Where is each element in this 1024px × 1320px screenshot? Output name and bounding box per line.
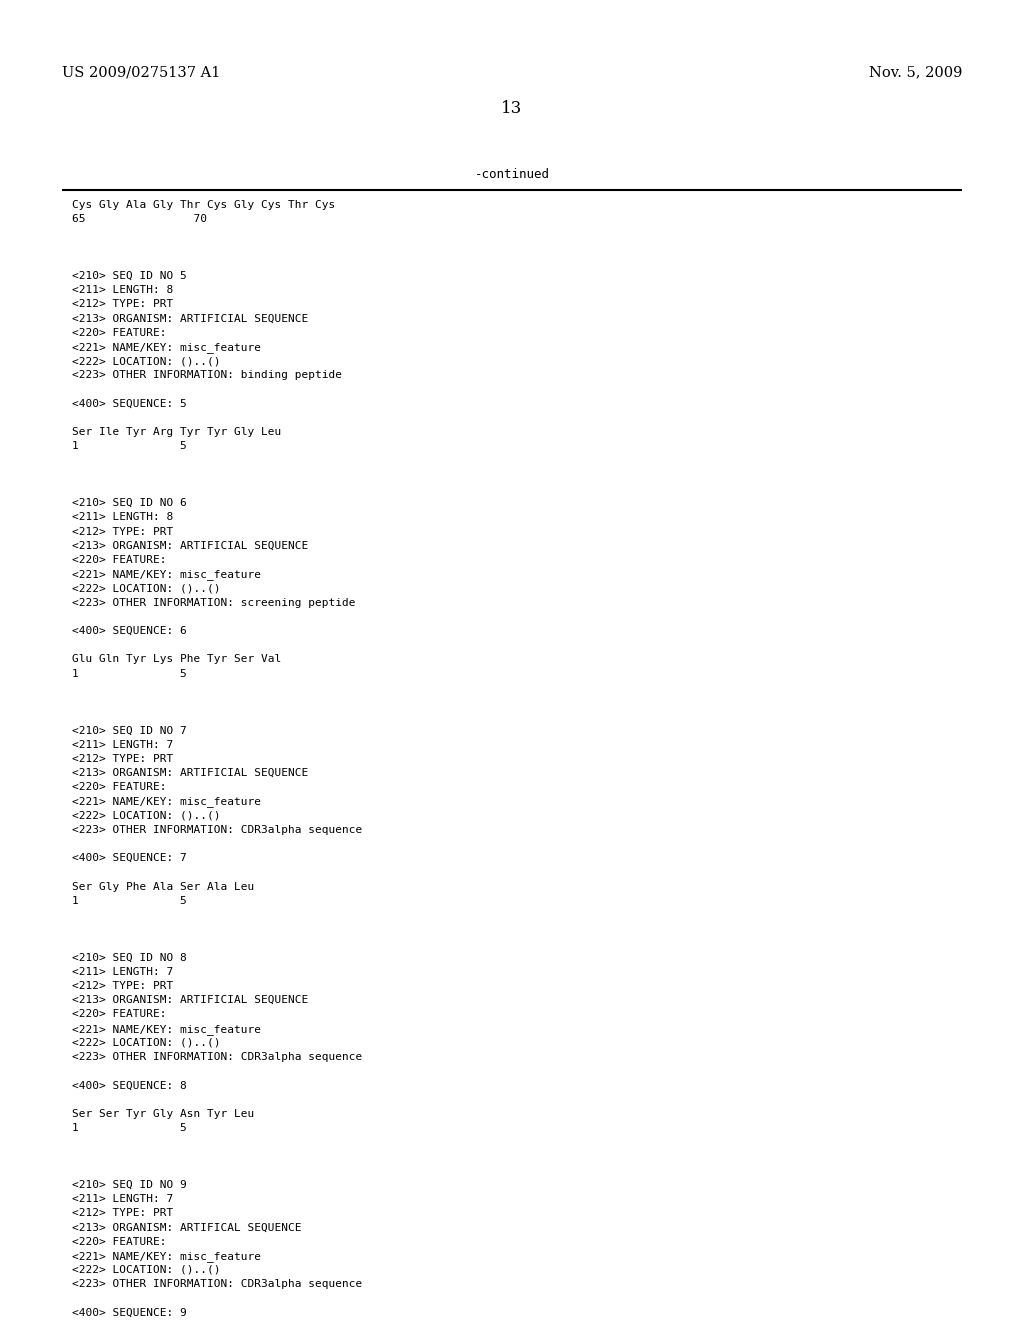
Text: Cys Gly Ala Gly Thr Cys Gly Cys Thr Cys: Cys Gly Ala Gly Thr Cys Gly Cys Thr Cys (72, 201, 335, 210)
Text: <400> SEQUENCE: 9: <400> SEQUENCE: 9 (72, 1308, 186, 1317)
Text: <212> TYPE: PRT: <212> TYPE: PRT (72, 754, 173, 764)
Text: <223> OTHER INFORMATION: screening peptide: <223> OTHER INFORMATION: screening pepti… (72, 598, 355, 607)
Text: 1               5: 1 5 (72, 1123, 186, 1133)
Text: <211> LENGTH: 7: <211> LENGTH: 7 (72, 1195, 173, 1204)
Text: <213> ORGANISM: ARTIFICAL SEQUENCE: <213> ORGANISM: ARTIFICAL SEQUENCE (72, 1222, 301, 1233)
Text: <210> SEQ ID NO 6: <210> SEQ ID NO 6 (72, 498, 186, 508)
Text: <400> SEQUENCE: 6: <400> SEQUENCE: 6 (72, 626, 186, 636)
Text: Glu Gln Tyr Lys Phe Tyr Ser Val: Glu Gln Tyr Lys Phe Tyr Ser Val (72, 655, 282, 664)
Text: <210> SEQ ID NO 7: <210> SEQ ID NO 7 (72, 726, 186, 735)
Text: <212> TYPE: PRT: <212> TYPE: PRT (72, 1208, 173, 1218)
Text: <220> FEATURE:: <220> FEATURE: (72, 783, 167, 792)
Text: 65                70: 65 70 (72, 214, 207, 224)
Text: <212> TYPE: PRT: <212> TYPE: PRT (72, 981, 173, 991)
Text: <221> NAME/KEY: misc_feature: <221> NAME/KEY: misc_feature (72, 1251, 261, 1262)
Text: US 2009/0275137 A1: US 2009/0275137 A1 (62, 65, 220, 79)
Text: 1               5: 1 5 (72, 669, 186, 678)
Text: 13: 13 (502, 100, 522, 117)
Text: <222> LOCATION: ()..(): <222> LOCATION: ()..() (72, 356, 220, 366)
Text: <211> LENGTH: 7: <211> LENGTH: 7 (72, 739, 173, 750)
Text: <213> ORGANISM: ARTIFICIAL SEQUENCE: <213> ORGANISM: ARTIFICIAL SEQUENCE (72, 768, 308, 777)
Text: <400> SEQUENCE: 5: <400> SEQUENCE: 5 (72, 399, 186, 409)
Text: <221> NAME/KEY: misc_feature: <221> NAME/KEY: misc_feature (72, 1023, 261, 1035)
Text: <223> OTHER INFORMATION: CDR3alpha sequence: <223> OTHER INFORMATION: CDR3alpha seque… (72, 1052, 362, 1063)
Text: <220> FEATURE:: <220> FEATURE: (72, 554, 167, 565)
Text: <211> LENGTH: 8: <211> LENGTH: 8 (72, 512, 173, 523)
Text: <223> OTHER INFORMATION: CDR3alpha sequence: <223> OTHER INFORMATION: CDR3alpha seque… (72, 825, 362, 834)
Text: <213> ORGANISM: ARTIFICIAL SEQUENCE: <213> ORGANISM: ARTIFICIAL SEQUENCE (72, 314, 308, 323)
Text: <213> ORGANISM: ARTIFICIAL SEQUENCE: <213> ORGANISM: ARTIFICIAL SEQUENCE (72, 995, 308, 1006)
Text: <222> LOCATION: ()..(): <222> LOCATION: ()..() (72, 1038, 220, 1048)
Text: <220> FEATURE:: <220> FEATURE: (72, 1010, 167, 1019)
Text: <221> NAME/KEY: misc_feature: <221> NAME/KEY: misc_feature (72, 569, 261, 579)
Text: -continued: -continued (474, 168, 550, 181)
Text: <223> OTHER INFORMATION: CDR3alpha sequence: <223> OTHER INFORMATION: CDR3alpha seque… (72, 1279, 362, 1290)
Text: <210> SEQ ID NO 9: <210> SEQ ID NO 9 (72, 1180, 186, 1189)
Text: <211> LENGTH: 8: <211> LENGTH: 8 (72, 285, 173, 296)
Text: <400> SEQUENCE: 8: <400> SEQUENCE: 8 (72, 1080, 186, 1090)
Text: Ser Ile Tyr Arg Tyr Tyr Gly Leu: Ser Ile Tyr Arg Tyr Tyr Gly Leu (72, 428, 282, 437)
Text: <213> ORGANISM: ARTIFICIAL SEQUENCE: <213> ORGANISM: ARTIFICIAL SEQUENCE (72, 541, 308, 550)
Text: <210> SEQ ID NO 5: <210> SEQ ID NO 5 (72, 271, 186, 281)
Text: <221> NAME/KEY: misc_feature: <221> NAME/KEY: misc_feature (72, 342, 261, 352)
Text: Ser Ser Tyr Gly Asn Tyr Leu: Ser Ser Tyr Gly Asn Tyr Leu (72, 1109, 254, 1119)
Text: <220> FEATURE:: <220> FEATURE: (72, 327, 167, 338)
Text: <212> TYPE: PRT: <212> TYPE: PRT (72, 300, 173, 309)
Text: <223> OTHER INFORMATION: binding peptide: <223> OTHER INFORMATION: binding peptide (72, 371, 342, 380)
Text: <222> LOCATION: ()..(): <222> LOCATION: ()..() (72, 810, 220, 821)
Text: Ser Gly Phe Ala Ser Ala Leu: Ser Gly Phe Ala Ser Ala Leu (72, 882, 254, 891)
Text: <222> LOCATION: ()..(): <222> LOCATION: ()..() (72, 583, 220, 594)
Text: <210> SEQ ID NO 8: <210> SEQ ID NO 8 (72, 953, 186, 962)
Text: <212> TYPE: PRT: <212> TYPE: PRT (72, 527, 173, 537)
Text: <220> FEATURE:: <220> FEATURE: (72, 1237, 167, 1246)
Text: <222> LOCATION: ()..(): <222> LOCATION: ()..() (72, 1265, 220, 1275)
Text: 1               5: 1 5 (72, 441, 186, 451)
Text: Nov. 5, 2009: Nov. 5, 2009 (868, 65, 962, 79)
Text: 1               5: 1 5 (72, 896, 186, 906)
Text: <400> SEQUENCE: 7: <400> SEQUENCE: 7 (72, 853, 186, 863)
Text: <221> NAME/KEY: misc_feature: <221> NAME/KEY: misc_feature (72, 796, 261, 808)
Text: <211> LENGTH: 7: <211> LENGTH: 7 (72, 966, 173, 977)
